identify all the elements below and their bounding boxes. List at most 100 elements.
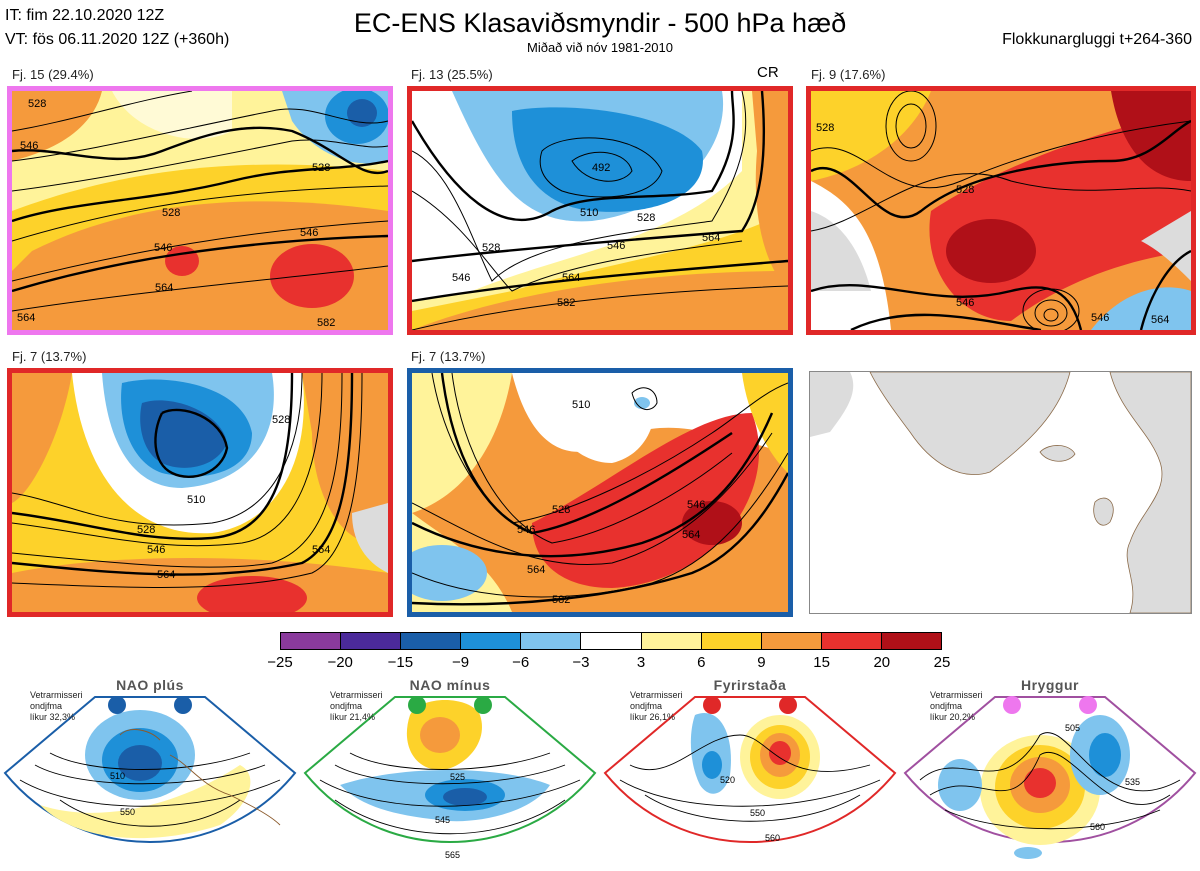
colorbar-tick: 25 xyxy=(933,654,951,671)
colorbar xyxy=(280,632,942,650)
colorbar-swatch xyxy=(341,633,402,649)
colorbar-swatch xyxy=(821,633,882,649)
regime-title: NAO plús xyxy=(116,677,184,693)
regime-info: Vetrarmisseri ondjfma líkur 20,2% xyxy=(930,690,983,722)
contour-label: 546 xyxy=(687,499,705,511)
contour-label: 582 xyxy=(557,297,575,309)
contour-label: 564 xyxy=(155,282,173,294)
contour-label: 510 xyxy=(572,399,590,411)
regime-title: Hryggur xyxy=(1021,677,1079,693)
contour-label: 564 xyxy=(682,529,700,541)
panel-label: Fj. 7 (13.7%) xyxy=(12,349,87,364)
contour-label: 546 xyxy=(1091,312,1109,324)
contour-label: 528 xyxy=(552,504,570,516)
colorbar-swatch xyxy=(461,633,522,649)
contour-label: 528 xyxy=(816,122,834,134)
colorbar-tick: −25 xyxy=(267,654,293,671)
colorbar-tick: −20 xyxy=(327,654,353,671)
contour-label: 528 xyxy=(637,212,655,224)
regime-contour-label: 560 xyxy=(1090,822,1105,832)
contour-label: 564 xyxy=(702,232,720,244)
cluster-map-5: 510 528 546 546 564 564 582 xyxy=(407,368,793,617)
contour-label: 546 xyxy=(20,140,38,152)
base-map xyxy=(809,371,1192,614)
contour-label: 582 xyxy=(552,594,570,606)
contour-label: 528 xyxy=(162,207,180,219)
contour-label: 564 xyxy=(312,544,330,556)
panel-label: Fj. 13 (25.5%) xyxy=(411,67,493,82)
page-subtitle: Miðað við nóv 1981-2010 xyxy=(527,40,673,55)
contour-label: 528 xyxy=(482,242,500,254)
regime-info: Vetrarmisseri ondjfma líkur 32,3% xyxy=(30,690,83,722)
contour-label: 528 xyxy=(28,98,46,110)
contour-label: 564 xyxy=(1151,314,1169,326)
contour-label: 546 xyxy=(154,242,172,254)
regime-contour-label: 550 xyxy=(120,807,135,817)
regime-title: NAO mínus xyxy=(409,677,491,693)
contour-label: 546 xyxy=(300,227,318,239)
contour-label: 564 xyxy=(527,564,545,576)
contour-label: 546 xyxy=(147,544,165,556)
contour-label: 528 xyxy=(956,184,974,196)
colorbar-swatch xyxy=(701,633,762,649)
colorbar-tick: 20 xyxy=(873,654,891,671)
regime-blocking: 520 550 560 Fyrirstaða Vetrarmisseri ond… xyxy=(600,675,900,871)
regime-contour-label: 525 xyxy=(450,772,465,782)
classification-window: Flokkunargluggi t+264-360 xyxy=(1002,31,1192,48)
panel-label: Fj. 15 (29.4%) xyxy=(12,67,94,82)
colorbar-swatch xyxy=(281,633,342,649)
regime-ridge: 505 535 560 Hryggur Vetrarmisseri ondjfm… xyxy=(900,675,1200,871)
colorbar-swatch xyxy=(581,633,642,649)
cluster-map-4: 510 528 546 564 528 564 xyxy=(7,368,393,617)
regime-contour-label: 510 xyxy=(110,771,125,781)
panel-label: Fj. 9 (17.6%) xyxy=(811,67,886,82)
contour-label: 564 xyxy=(157,569,175,581)
cluster-map-1: 528 546 528 546 564 528 546 564 582 xyxy=(7,86,393,335)
colorbar-swatch xyxy=(881,633,942,649)
panel-label: Fj. 7 (13.7%) xyxy=(411,349,486,364)
contour-label: 510 xyxy=(187,494,205,506)
contour-label: 546 xyxy=(517,524,535,536)
contour-label: 528 xyxy=(312,162,330,174)
colorbar-tick: 6 xyxy=(697,654,706,671)
contour-label: 564 xyxy=(562,272,580,284)
colorbar-swatch xyxy=(641,633,702,649)
regime-title: Fyrirstaða xyxy=(713,677,787,693)
contour-label: 546 xyxy=(956,297,974,309)
colorbar-swatch xyxy=(521,633,582,649)
regime-info: Vetrarmisseri ondjfma líkur 26,1% xyxy=(630,690,683,722)
colorbar-tick: −3 xyxy=(572,654,590,671)
cluster-map-2: 510 528 546 564 582 492 528 546 564 xyxy=(407,86,793,335)
cluster-map-3: 528 546 528 546 564 xyxy=(806,86,1196,335)
regime-contour-label: 565 xyxy=(445,850,460,860)
init-time: IT: fim 22.10.2020 12Z xyxy=(5,7,165,24)
colorbar-tick: 15 xyxy=(813,654,830,671)
contour-label: 546 xyxy=(607,240,625,252)
regime-nao-plus: 510 550 NAO plús Vetrarmisseri ondjfma l… xyxy=(0,675,300,871)
contour-label: 564 xyxy=(17,312,35,324)
regime-contour-label: 520 xyxy=(720,775,735,785)
colorbar-tick: 9 xyxy=(757,654,766,671)
regime-contour-label: 550 xyxy=(750,808,765,818)
colorbar-tick: 3 xyxy=(636,654,646,671)
regime-contour-label: 560 xyxy=(765,833,780,843)
colorbar-swatch xyxy=(761,633,822,649)
colorbar-tick: −9 xyxy=(451,654,470,671)
regime-contour-label: 545 xyxy=(435,815,450,825)
contour-label: 582 xyxy=(317,317,335,329)
colorbar-tick: −6 xyxy=(512,654,530,671)
colorbar-swatch xyxy=(401,633,462,649)
contour-label: 528 xyxy=(272,414,290,426)
regime-contour-label: 505 xyxy=(1065,723,1080,733)
regime-contour-label: 535 xyxy=(1125,777,1140,787)
regime-info: Vetrarmisseri ondjfma líkur 21,4% xyxy=(330,690,383,722)
page-title: EC-ENS Klasaviðsmyndir - 500 hPa hæð xyxy=(353,8,847,38)
colorbar-tick: −15 xyxy=(387,654,414,671)
contour-label: 492 xyxy=(592,162,610,174)
cr-label: CR xyxy=(757,64,779,81)
contour-label: 546 xyxy=(452,272,470,284)
regime-nao-minus: 525 545 565 NAO mínus Vetrarmisseri ondj… xyxy=(300,675,600,871)
valid-time: VT: fös 06.11.2020 12Z (+360h) xyxy=(5,31,230,48)
contour-label: 528 xyxy=(137,524,155,536)
contour-label: 510 xyxy=(580,207,598,219)
